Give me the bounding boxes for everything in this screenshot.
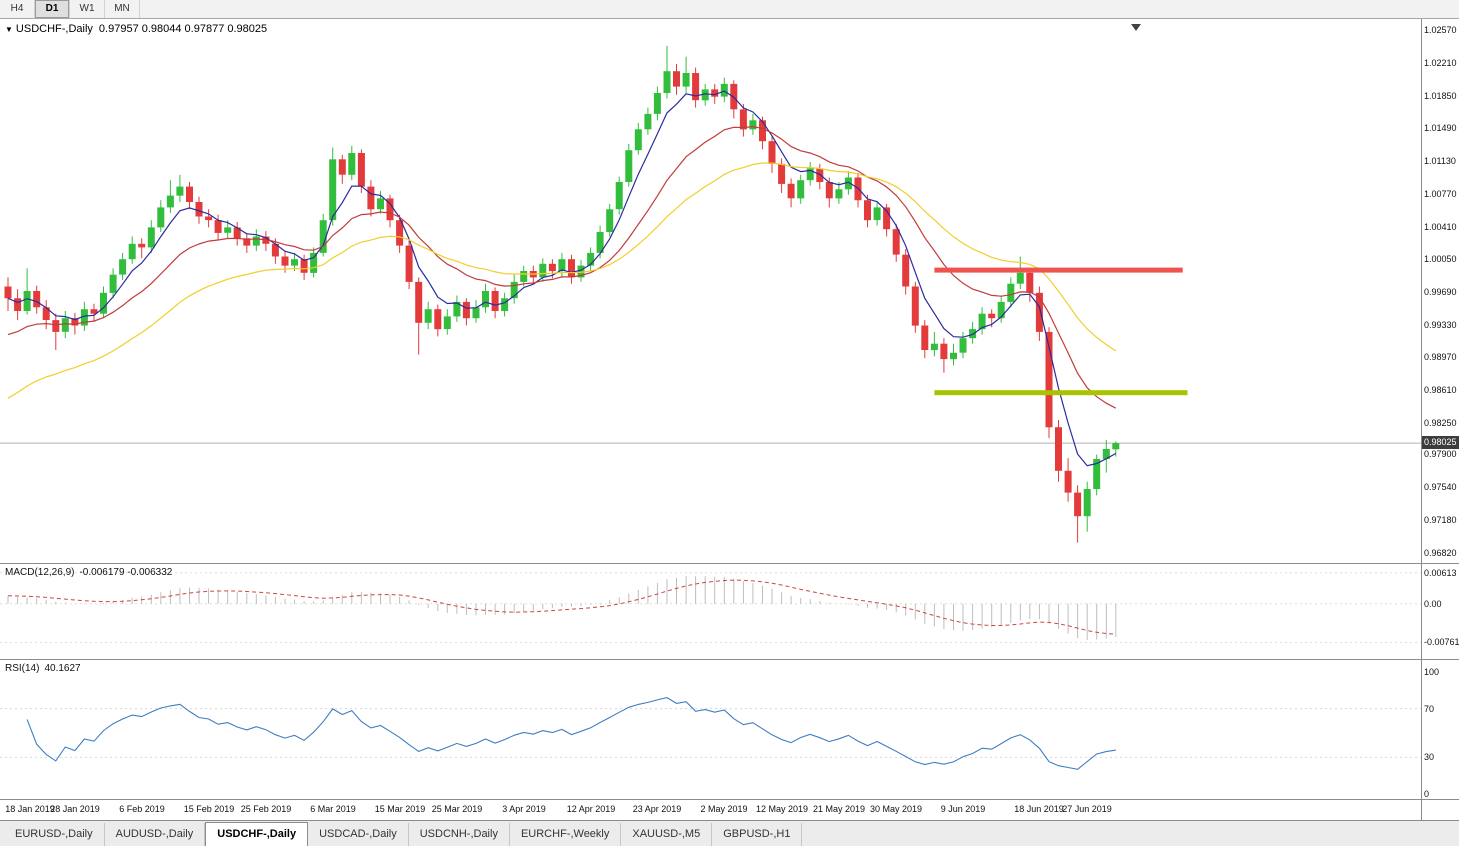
price-axis-label: 1.01850 bbox=[1424, 91, 1457, 101]
chart-tab-gbpusd-h1[interactable]: GBPUSD-,H1 bbox=[712, 823, 803, 846]
time-axis-label: 21 May 2019 bbox=[812, 804, 866, 814]
time-axis-label: 6 Feb 2019 bbox=[119, 804, 165, 814]
rsi-axis-label: 70 bbox=[1424, 704, 1435, 714]
moving-average-line-30 bbox=[7, 162, 1117, 399]
time-axis-label: 12 May 2019 bbox=[755, 804, 809, 814]
moving-average-line-15 bbox=[7, 125, 1117, 409]
time-axis-label: 3 Apr 2019 bbox=[502, 804, 546, 814]
macd-axis-label: 0.00613 bbox=[1424, 568, 1457, 578]
timeframe-button-mn[interactable]: MN bbox=[105, 0, 140, 18]
rsi-axis-label: 0 bbox=[1424, 789, 1430, 799]
rsi-name: RSI(14) bbox=[5, 663, 40, 674]
price-axis-label: 0.98610 bbox=[1424, 385, 1457, 395]
timeframe-button-h4[interactable]: H4 bbox=[0, 0, 35, 18]
price-axis-label: 0.97540 bbox=[1424, 482, 1457, 492]
ohlc-values: 0.97957 0.98044 0.97877 0.98025 bbox=[98, 23, 268, 35]
time-axis-label: 27 Jun 2019 bbox=[1062, 804, 1112, 814]
rsi-scale[interactable]: 100 70 30 0 bbox=[1421, 660, 1459, 799]
time-axis-label: 30 May 2019 bbox=[869, 804, 923, 814]
price-axis-label: 0.98970 bbox=[1424, 352, 1457, 362]
candles bbox=[4, 45, 1120, 543]
price-axis-label: 1.01130 bbox=[1424, 156, 1456, 166]
macd-canvas[interactable] bbox=[0, 564, 1421, 659]
timeframe-button-w1[interactable]: W1 bbox=[70, 0, 105, 18]
macd-values: -0.006179 -0.006332 bbox=[79, 567, 173, 578]
price-axis-label: 0.97180 bbox=[1424, 515, 1457, 525]
time-axis-label: 18 Jan 2019 bbox=[5, 804, 55, 814]
current-price-badge: 0.98025 bbox=[1422, 436, 1459, 449]
time-axis-label: 15 Feb 2019 bbox=[183, 804, 235, 814]
rsi-panel[interactable]: RSI(14) 40.1627 100 70 30 0 bbox=[0, 659, 1459, 799]
price-axis-label: 1.02570 bbox=[1424, 25, 1457, 35]
time-axis-label: 2 May 2019 bbox=[700, 804, 748, 814]
chart-tab-bar: EURUSD-,Daily AUDUSD-,Daily USDCHF-,Daily U… bbox=[0, 820, 1459, 846]
support-line[interactable] bbox=[934, 390, 1188, 396]
scale-corner bbox=[1421, 800, 1459, 820]
time-axis-label: 6 Mar 2019 bbox=[310, 804, 356, 814]
rsi-canvas[interactable] bbox=[0, 660, 1421, 799]
time-axis-label: 28 Jan 2019 bbox=[50, 804, 100, 814]
symbol-name: USDCHF-,Daily bbox=[15, 23, 93, 35]
price-axis-label: 0.97900 bbox=[1424, 449, 1457, 459]
macd-name: MACD(12,26,9) bbox=[5, 567, 75, 578]
chart-tab-usdcnh-daily[interactable]: USDCNH-,Daily bbox=[409, 823, 510, 846]
chart-title: ▼ USDCHF-,Daily 0.97957 0.98044 0.97877 0.… bbox=[5, 23, 267, 35]
macd-axis-label: -0.00761 bbox=[1424, 637, 1459, 647]
symbol-dropdown-icon[interactable]: ▼ bbox=[5, 25, 13, 34]
price-axis-label: 1.02210 bbox=[1424, 58, 1457, 68]
macd-panel[interactable]: MACD(12,26,9) -0.006179 -0.006332 0.00613… bbox=[0, 563, 1459, 659]
macd-axis-label: 0.00 bbox=[1424, 599, 1442, 609]
price-axis-label: 0.98250 bbox=[1424, 418, 1457, 428]
chart-shift-marker[interactable] bbox=[1131, 24, 1141, 31]
time-axis-label: 12 Apr 2019 bbox=[566, 804, 616, 814]
chart-tab-eurchf-weekly[interactable]: EURCHF-,Weekly bbox=[510, 823, 622, 846]
macd-scale[interactable]: 0.00613 0.00 -0.00761 bbox=[1421, 564, 1459, 659]
rsi-line bbox=[26, 697, 1116, 770]
macd-histogram bbox=[7, 576, 1117, 640]
price-axis-label: 1.01490 bbox=[1424, 123, 1457, 133]
time-axis-label: 25 Mar 2019 bbox=[431, 804, 483, 814]
chart-tab-audusd-daily[interactable]: AUDUSD-,Daily bbox=[105, 823, 206, 846]
chart-tab-eurusd-daily[interactable]: EURUSD-,Daily bbox=[4, 823, 105, 846]
main-chart-canvas[interactable] bbox=[0, 19, 1421, 563]
time-axis-label: 18 Jun 2019 bbox=[1014, 804, 1064, 814]
rsi-axis-label: 100 bbox=[1424, 667, 1440, 677]
time-axis-label: 9 Jun 2019 bbox=[940, 804, 986, 814]
chart-tab-usdcad-daily[interactable]: USDCAD-,Daily bbox=[308, 823, 409, 846]
price-axis-label: 1.00770 bbox=[1424, 189, 1457, 199]
price-axis-label: 0.99330 bbox=[1424, 320, 1457, 330]
chart-tab-usdchf-daily[interactable]: USDCHF-,Daily bbox=[205, 822, 309, 846]
time-axis-label: 15 Mar 2019 bbox=[374, 804, 426, 814]
price-axis-label: 1.00410 bbox=[1424, 222, 1457, 232]
price-axis-label: 0.99690 bbox=[1424, 287, 1457, 297]
macd-signal-line bbox=[7, 579, 1116, 635]
resistance-line[interactable] bbox=[934, 267, 1183, 273]
timeframe-toolbar: H4 D1 W1 MN bbox=[0, 0, 1459, 19]
rsi-axis-label: 30 bbox=[1424, 752, 1435, 762]
price-axis-label: 1.00050 bbox=[1424, 254, 1457, 264]
time-axis-label: 23 Apr 2019 bbox=[632, 804, 682, 814]
rsi-title: RSI(14) 40.1627 bbox=[5, 663, 81, 674]
rsi-value: 40.1627 bbox=[44, 663, 81, 674]
chart-tab-xauusd-m5[interactable]: XAUUSD-,M5 bbox=[621, 823, 713, 846]
timeframe-button-d1[interactable]: D1 bbox=[35, 0, 70, 18]
price-scale[interactable]: 1.02570 1.02210 1.01850 1.01490 1.01130 1.007… bbox=[1421, 19, 1459, 563]
macd-title: MACD(12,26,9) -0.006179 -0.006332 bbox=[5, 567, 172, 578]
moving-average-line-5 bbox=[7, 90, 1117, 467]
price-axis-label: 0.96820 bbox=[1424, 548, 1457, 558]
main-chart-panel[interactable]: ▼ USDCHF-,Daily 0.97957 0.98044 0.97877 0.… bbox=[0, 19, 1459, 563]
time-axis-label: 25 Feb 2019 bbox=[240, 804, 292, 814]
time-axis[interactable]: 18 Jan 2019 28 Jan 2019 6 Feb 2019 15 Feb 2… bbox=[0, 799, 1459, 820]
